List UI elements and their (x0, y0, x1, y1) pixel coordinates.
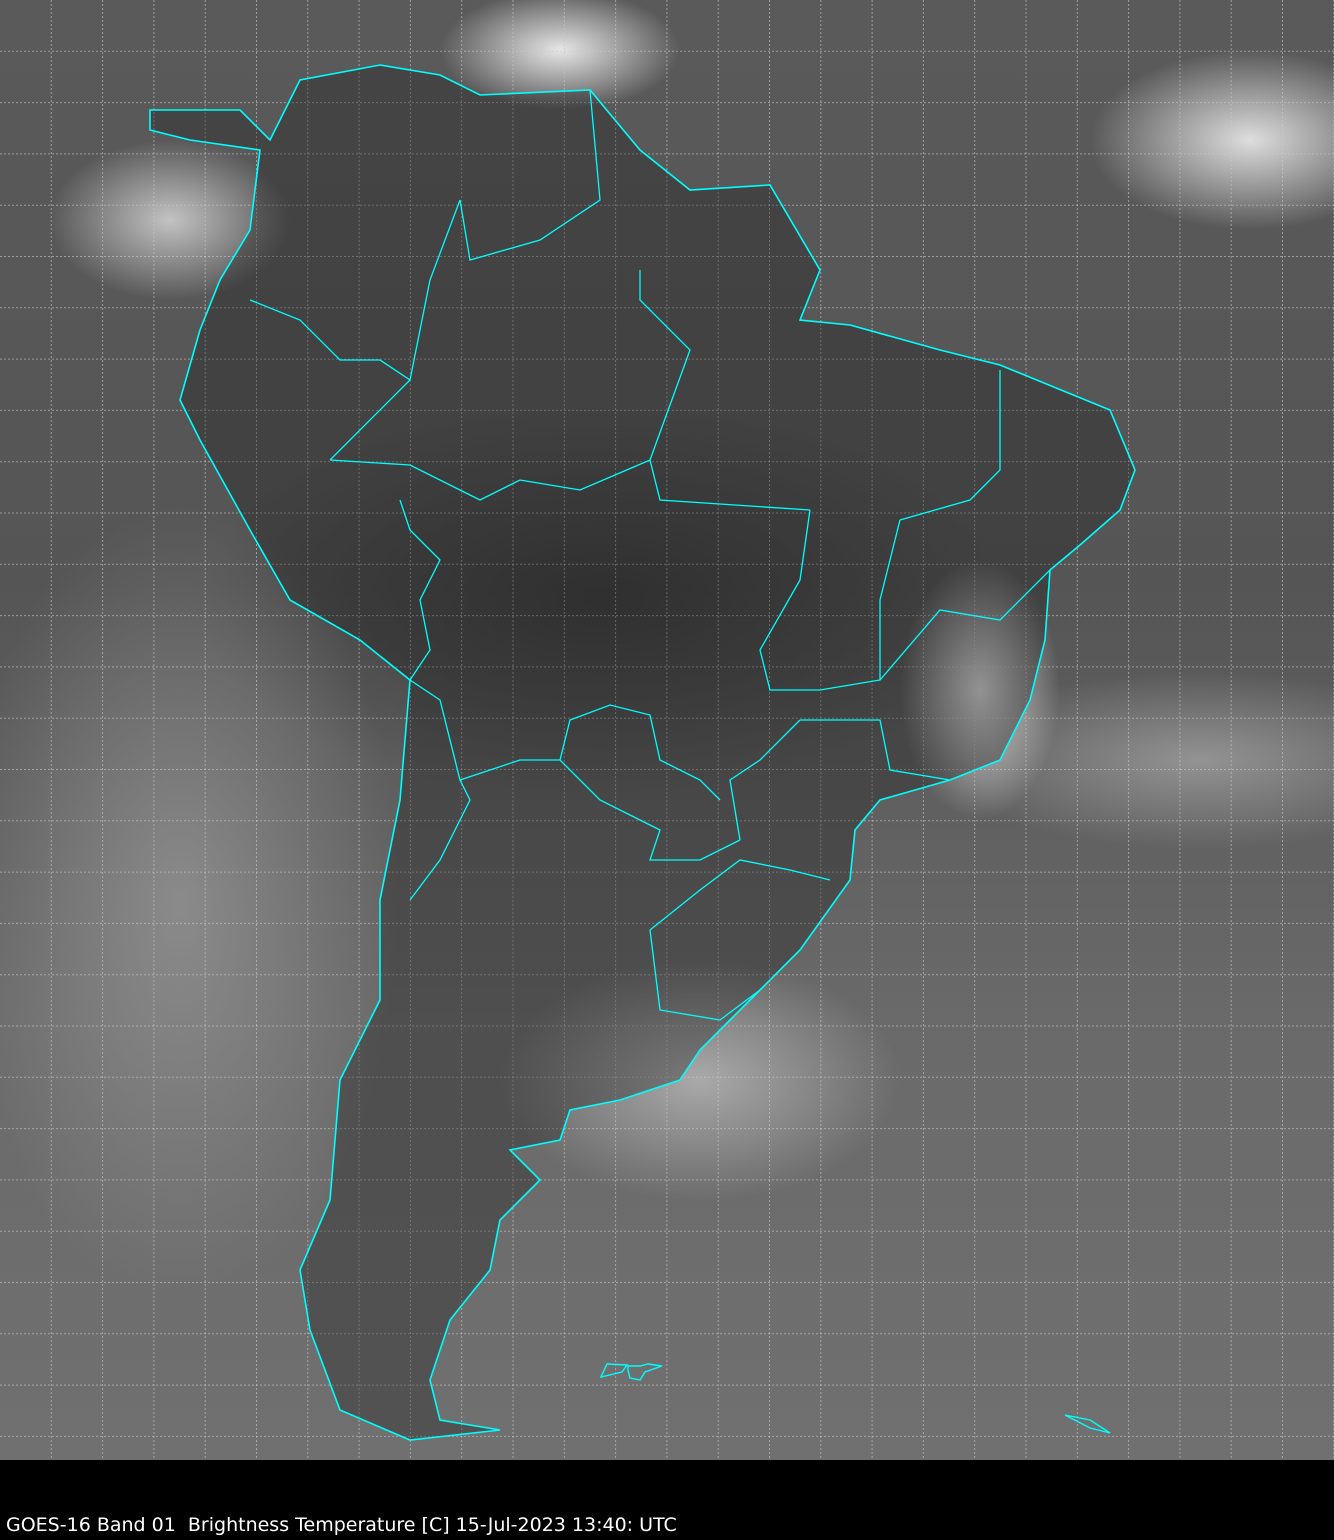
country-borders (149, 64, 1136, 1441)
south-georgia (1064, 1414, 1111, 1434)
lat-lon-grid (0, 0, 1334, 1460)
continent-outline (149, 64, 1136, 1441)
inner-borders (249, 89, 1051, 1021)
image-caption: GOES-16 Band 01 Brightness Temperature [… (6, 1514, 677, 1536)
falkland-islands (599, 1363, 663, 1381)
